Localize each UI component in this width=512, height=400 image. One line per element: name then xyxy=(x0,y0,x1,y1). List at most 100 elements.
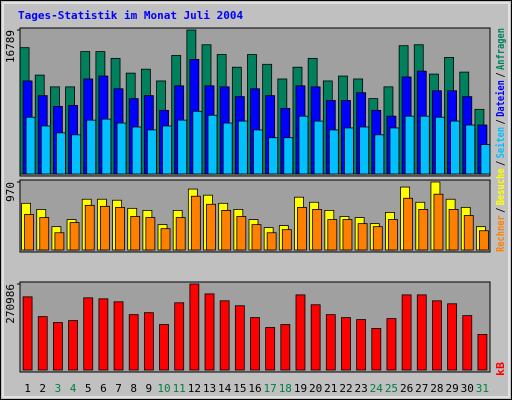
bar xyxy=(206,203,216,251)
bar xyxy=(477,334,488,371)
legend: kB xyxy=(494,362,507,376)
bar xyxy=(435,116,445,175)
bar xyxy=(236,216,247,251)
bar xyxy=(143,312,154,371)
x-tick-label: 10 xyxy=(157,382,170,395)
x-tick-label: 8 xyxy=(130,382,137,395)
legend-entry: Besuche xyxy=(494,168,507,205)
bar xyxy=(389,127,400,175)
bar xyxy=(479,230,489,251)
bar xyxy=(71,134,81,175)
bar xyxy=(312,209,323,251)
bar xyxy=(298,115,309,175)
bar xyxy=(83,297,94,371)
bar xyxy=(116,122,127,175)
x-tick-label: 11 xyxy=(173,382,186,395)
bar xyxy=(480,144,491,175)
y-tick-label: 970 xyxy=(4,182,17,202)
x-tick-label: 1 xyxy=(24,382,31,395)
legend-entry: Seiten xyxy=(494,127,507,159)
bar xyxy=(297,206,307,251)
x-tick-label: 13 xyxy=(203,382,216,395)
bar xyxy=(266,232,277,251)
bar xyxy=(128,314,139,371)
bar xyxy=(268,137,279,175)
bar xyxy=(432,300,442,371)
x-tick-label: 21 xyxy=(324,382,337,395)
bar xyxy=(342,219,353,251)
x-tick-label: 7 xyxy=(115,382,122,395)
bar xyxy=(280,324,291,371)
bar xyxy=(388,219,398,251)
bar xyxy=(234,305,245,371)
bar xyxy=(99,205,110,251)
legend-separator: / xyxy=(494,119,507,125)
bar xyxy=(113,301,124,371)
bar xyxy=(253,129,263,175)
bar xyxy=(190,195,201,251)
chart-title: Tages-Statistik im Monat Juli 2004 xyxy=(18,9,244,22)
x-tick-label: 26 xyxy=(400,382,413,395)
bar xyxy=(222,122,233,175)
bar xyxy=(419,115,430,175)
x-tick-label: 31 xyxy=(476,382,489,395)
bar xyxy=(101,118,112,175)
legend-entry: kB xyxy=(494,362,507,376)
bar xyxy=(25,116,36,175)
legend: Rechner/Besuche/Seiten/Dateien/Anfragen xyxy=(494,28,507,252)
x-tick-label: 12 xyxy=(188,382,201,395)
bar xyxy=(327,219,338,251)
bar xyxy=(465,124,476,175)
bar xyxy=(22,296,33,371)
bar xyxy=(131,126,142,175)
bar xyxy=(372,226,383,251)
y-tick-label: 270986 xyxy=(4,284,17,324)
bar xyxy=(283,137,294,175)
bar xyxy=(84,204,95,251)
bar xyxy=(416,294,427,371)
bar xyxy=(325,314,336,371)
x-tick-label: 15 xyxy=(233,382,246,395)
x-tick-label: 30 xyxy=(461,382,474,395)
bar xyxy=(341,317,351,371)
bar xyxy=(192,110,203,175)
bar xyxy=(295,294,306,371)
x-tick-label: 29 xyxy=(445,382,458,395)
legend-entry: Rechner xyxy=(494,215,507,252)
legend-separator: / xyxy=(494,72,507,78)
x-tick-label: 17 xyxy=(264,382,277,395)
x-tick-label: 16 xyxy=(248,382,261,395)
bar xyxy=(462,315,473,371)
x-tick-label: 27 xyxy=(415,382,428,395)
bar xyxy=(69,222,80,251)
bar xyxy=(53,322,63,371)
bar xyxy=(328,129,339,175)
bar xyxy=(98,298,109,371)
bar xyxy=(207,114,218,175)
bar xyxy=(251,224,262,251)
x-tick-label: 24 xyxy=(370,382,384,395)
bar xyxy=(145,217,156,251)
bar xyxy=(403,197,414,251)
x-tick-label: 28 xyxy=(430,382,443,395)
x-tick-label: 4 xyxy=(70,382,77,395)
bar xyxy=(54,232,65,251)
bar xyxy=(418,209,429,251)
x-tick-label: 3 xyxy=(55,382,62,395)
bar xyxy=(313,120,324,175)
bar xyxy=(130,216,141,251)
bar xyxy=(344,127,354,175)
bar xyxy=(237,120,248,175)
y-tick-label: 16789 xyxy=(4,30,17,63)
bar xyxy=(86,119,97,175)
x-tick-label: 19 xyxy=(294,382,307,395)
bar xyxy=(175,217,186,251)
x-tick-label: 20 xyxy=(309,382,322,395)
bar xyxy=(162,125,172,175)
bar xyxy=(37,316,48,371)
bar xyxy=(219,300,230,371)
x-tick-label: 14 xyxy=(218,382,232,395)
bar xyxy=(159,324,169,371)
